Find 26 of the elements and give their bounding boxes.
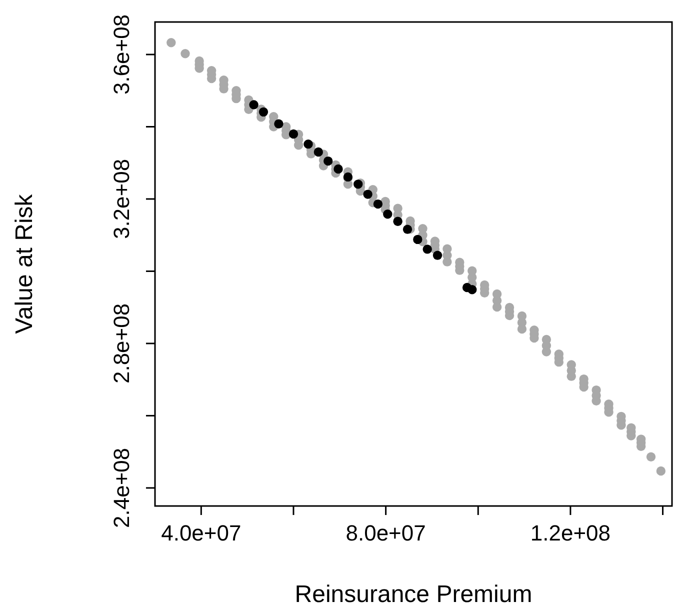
- point: [288, 129, 298, 139]
- y-tick-label: 3.6e+08: [108, 14, 134, 95]
- point: [402, 224, 412, 234]
- point: [334, 164, 343, 174]
- point: [314, 147, 324, 157]
- point: [304, 139, 313, 149]
- y-tick-label: 2.8e+08: [108, 303, 134, 384]
- point: [422, 244, 432, 254]
- point: [373, 199, 383, 209]
- point: [324, 156, 333, 166]
- point: [363, 190, 372, 199]
- x-tick-label: 1.2e+08: [530, 520, 611, 546]
- point: [413, 234, 422, 244]
- point: [468, 285, 477, 294]
- point: [432, 250, 442, 260]
- x-tick-label: 4.0e+07: [161, 520, 242, 546]
- point: [354, 180, 363, 189]
- y-axis-title: Value at Risk: [11, 193, 38, 334]
- x-tick-label: 8.0e+07: [346, 520, 426, 546]
- x-axis-title: Reinsurance Premium: [294, 581, 532, 608]
- point: [258, 107, 268, 117]
- y-tick-label: 2.4e+08: [108, 448, 134, 528]
- point: [249, 100, 258, 110]
- point: [383, 210, 392, 219]
- y-tick-label: 3.2e+08: [108, 158, 134, 240]
- point: [274, 119, 284, 128]
